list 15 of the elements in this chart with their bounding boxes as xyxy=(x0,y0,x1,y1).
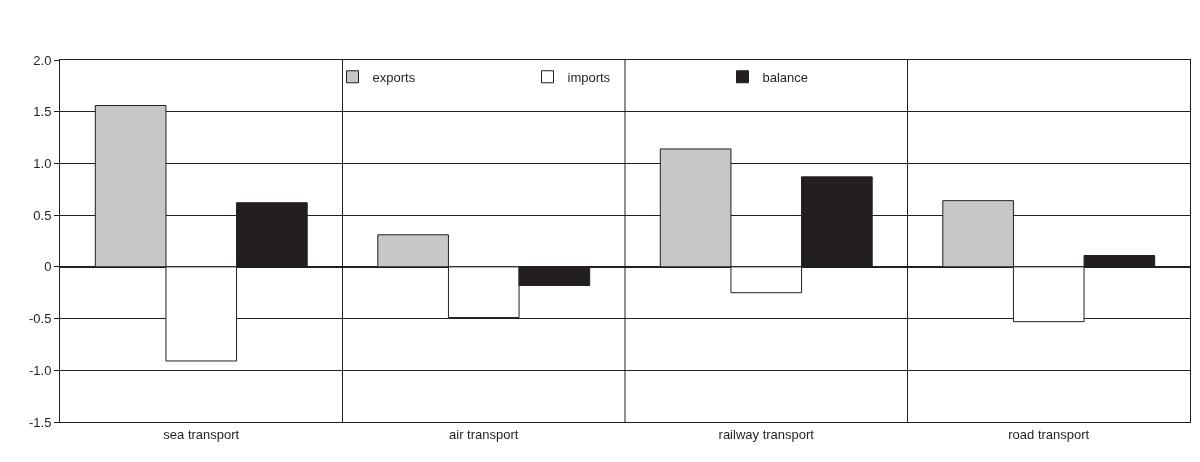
y-tick-label: -1.0 xyxy=(28,362,52,378)
x-tick-label: road transport xyxy=(1008,426,1090,442)
x-tick-label: air transport xyxy=(449,426,519,442)
y-tick-label: 1.5 xyxy=(33,104,52,120)
y-tick-label: -0.5 xyxy=(28,311,52,327)
y-tick-label: 0.5 xyxy=(33,207,52,223)
x-tick-label: sea transport xyxy=(163,426,240,442)
legend-label: exports xyxy=(372,69,416,85)
y-tick-label: -1.5 xyxy=(28,414,52,430)
y-tick-label: 1.0 xyxy=(33,155,52,171)
y-tick-label: 2.0 xyxy=(33,52,52,68)
legend-label: balance xyxy=(762,69,809,85)
x-tick-label: railway transport xyxy=(718,426,815,442)
legend-label: imports xyxy=(567,69,611,85)
y-tick-label: 0 xyxy=(44,259,52,275)
